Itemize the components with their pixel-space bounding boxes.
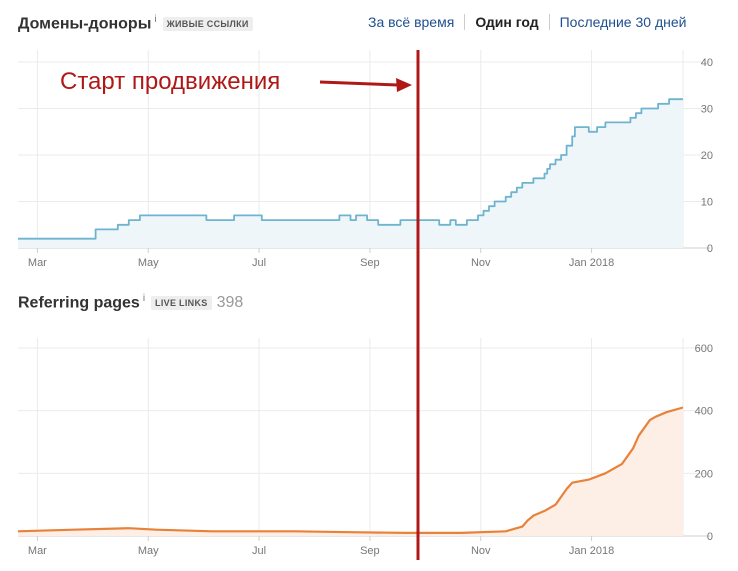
y-tick-label: 30 [701, 104, 713, 116]
x-tick-label: Sep [360, 257, 380, 269]
series-line [17, 406, 684, 534]
tab-divider [548, 14, 550, 30]
x-tick-label: Mar [28, 257, 47, 269]
x-tick-label: Jan 2018 [569, 257, 614, 269]
range-tabs: За всё время Один год Последние 30 дней [358, 14, 696, 30]
referring-domains-title-text: Домены-доноры [18, 15, 152, 33]
series-line [18, 98, 683, 240]
x-tick-label: May [138, 257, 159, 269]
referring-domains-chart: 0 10 20 30 40 Mar May Jul Sep Nov Jan 2018 [18, 50, 713, 269]
live-links-tag: ЖИВЫЕ ССЫЛКИ [162, 17, 253, 32]
referring-domains-title: Домены-доноры i ЖИВЫЕ ССЫЛКИ [18, 14, 253, 33]
x-tick-label: Mar [28, 545, 47, 557]
x-tick-label: Jul [252, 257, 266, 269]
promotion-start-annotation [319, 50, 420, 560]
series-area [18, 407, 683, 536]
info-icon[interactable]: i [142, 293, 146, 304]
arrow-shaft [319, 80, 399, 87]
x-tick-label: Sep [360, 545, 380, 557]
x-tick-label: May [138, 545, 159, 557]
y-tick-label: 200 [695, 468, 713, 480]
y-tick-label: 0 [707, 531, 713, 543]
series-area [18, 99, 683, 248]
tab-divider [464, 14, 466, 30]
tab-all-time[interactable]: За всё время [368, 14, 455, 30]
arrow-head-icon [396, 78, 412, 92]
x-tick-label: Jan 2018 [569, 545, 614, 557]
y-tick-label: 600 [695, 343, 713, 355]
live-links-tag: LIVE LINKS [151, 296, 212, 311]
info-icon[interactable]: i [154, 14, 157, 25]
referring-pages-chart: 0 200 400 600 Mar May Jul Sep Nov Jan 2018 [17, 338, 713, 557]
x-tick-label: Nov [471, 257, 491, 269]
x-tick-label: Jul [252, 545, 266, 557]
x-tick-label: Nov [471, 545, 491, 557]
referring-pages-title: Referring pages i LIVE LINKS 398 [18, 293, 243, 312]
y-tick-label: 20 [701, 150, 713, 162]
y-tick-label: 0 [707, 243, 713, 255]
promotion-start-label: Старт продвижения [60, 68, 281, 95]
tab-one-year[interactable]: Один год [475, 14, 539, 30]
referring-pages-count: 398 [216, 294, 244, 312]
y-tick-label: 10 [701, 197, 713, 209]
referring-pages-title-text: Referring pages [18, 294, 140, 312]
y-tick-label: 40 [701, 57, 713, 69]
y-tick-label: 400 [695, 406, 713, 418]
tab-last-30-days[interactable]: Последние 30 дней [559, 14, 687, 30]
